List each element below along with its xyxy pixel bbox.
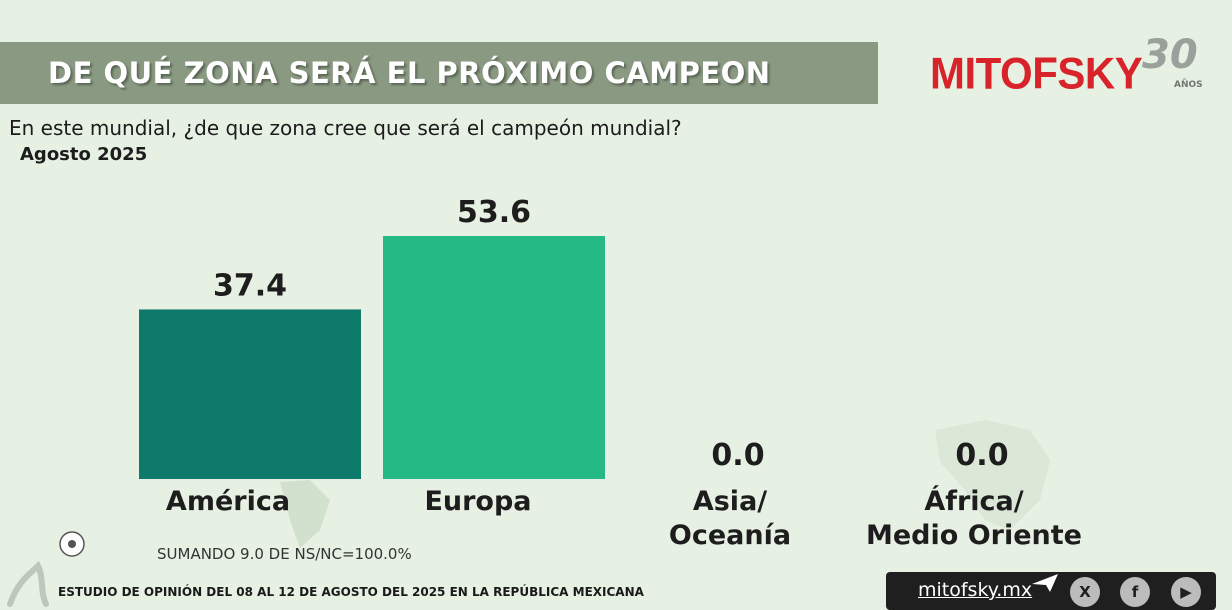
survey-question: En este mundial, ¿de que zona cree que s… — [9, 116, 682, 140]
africa-silhouette — [935, 420, 1050, 530]
bar-value-label: 37.4 — [213, 268, 287, 303]
youtube-icon[interactable]: ▶ — [1171, 577, 1201, 607]
soccer-player-decoration — [7, 531, 85, 607]
south-america-silhouette — [280, 480, 330, 548]
bar-value-label: 0.0 — [711, 438, 764, 473]
player-silhouette — [7, 560, 49, 607]
page-title: DE QUÉ ZONA SERÁ EL PRÓXIMO CAMPEON — [48, 56, 771, 90]
bar-1 — [139, 309, 361, 479]
facebook-icon[interactable]: f — [1120, 577, 1150, 607]
category-label-line: América — [166, 486, 290, 517]
dont-know-note: SUMANDO 9.0 DE NS/NC=100.0% — [157, 545, 412, 563]
category-label: Europa — [424, 486, 531, 517]
survey-period: Agosto 2025 — [20, 144, 148, 165]
category-label-line: Asia/ — [693, 486, 767, 517]
mitofsky-logo: MITOFSKY 30 AÑOS — [930, 22, 1220, 102]
logo-years-label: AÑOS — [1174, 80, 1203, 90]
soccer-ball-patch — [68, 540, 76, 548]
cursor-arrow-icon — [1032, 574, 1058, 592]
bar-2 — [383, 236, 605, 479]
category-label: África/Medio Oriente — [866, 485, 1082, 551]
bar-value-label: 0.0 — [955, 438, 1008, 473]
category-label-line: África/ — [924, 485, 1023, 517]
study-footnote: ESTUDIO DE OPINIÓN DEL 08 AL 12 DE AGOST… — [58, 585, 644, 599]
category-label: América — [166, 486, 290, 517]
category-label-line: Oceanía — [669, 520, 791, 551]
logo-years: 30 — [1142, 32, 1198, 78]
website-link[interactable]: mitofsky.mx — [918, 579, 1033, 601]
title-band — [0, 42, 878, 104]
bar-value-label: 53.6 — [457, 195, 531, 230]
logo-text: MITOFSKY — [930, 48, 1143, 99]
x-icon[interactable]: X — [1070, 577, 1100, 607]
category-label-line: Europa — [424, 486, 531, 517]
category-label-line: Medio Oriente — [866, 520, 1082, 551]
category-label: Asia/Oceanía — [669, 486, 791, 551]
